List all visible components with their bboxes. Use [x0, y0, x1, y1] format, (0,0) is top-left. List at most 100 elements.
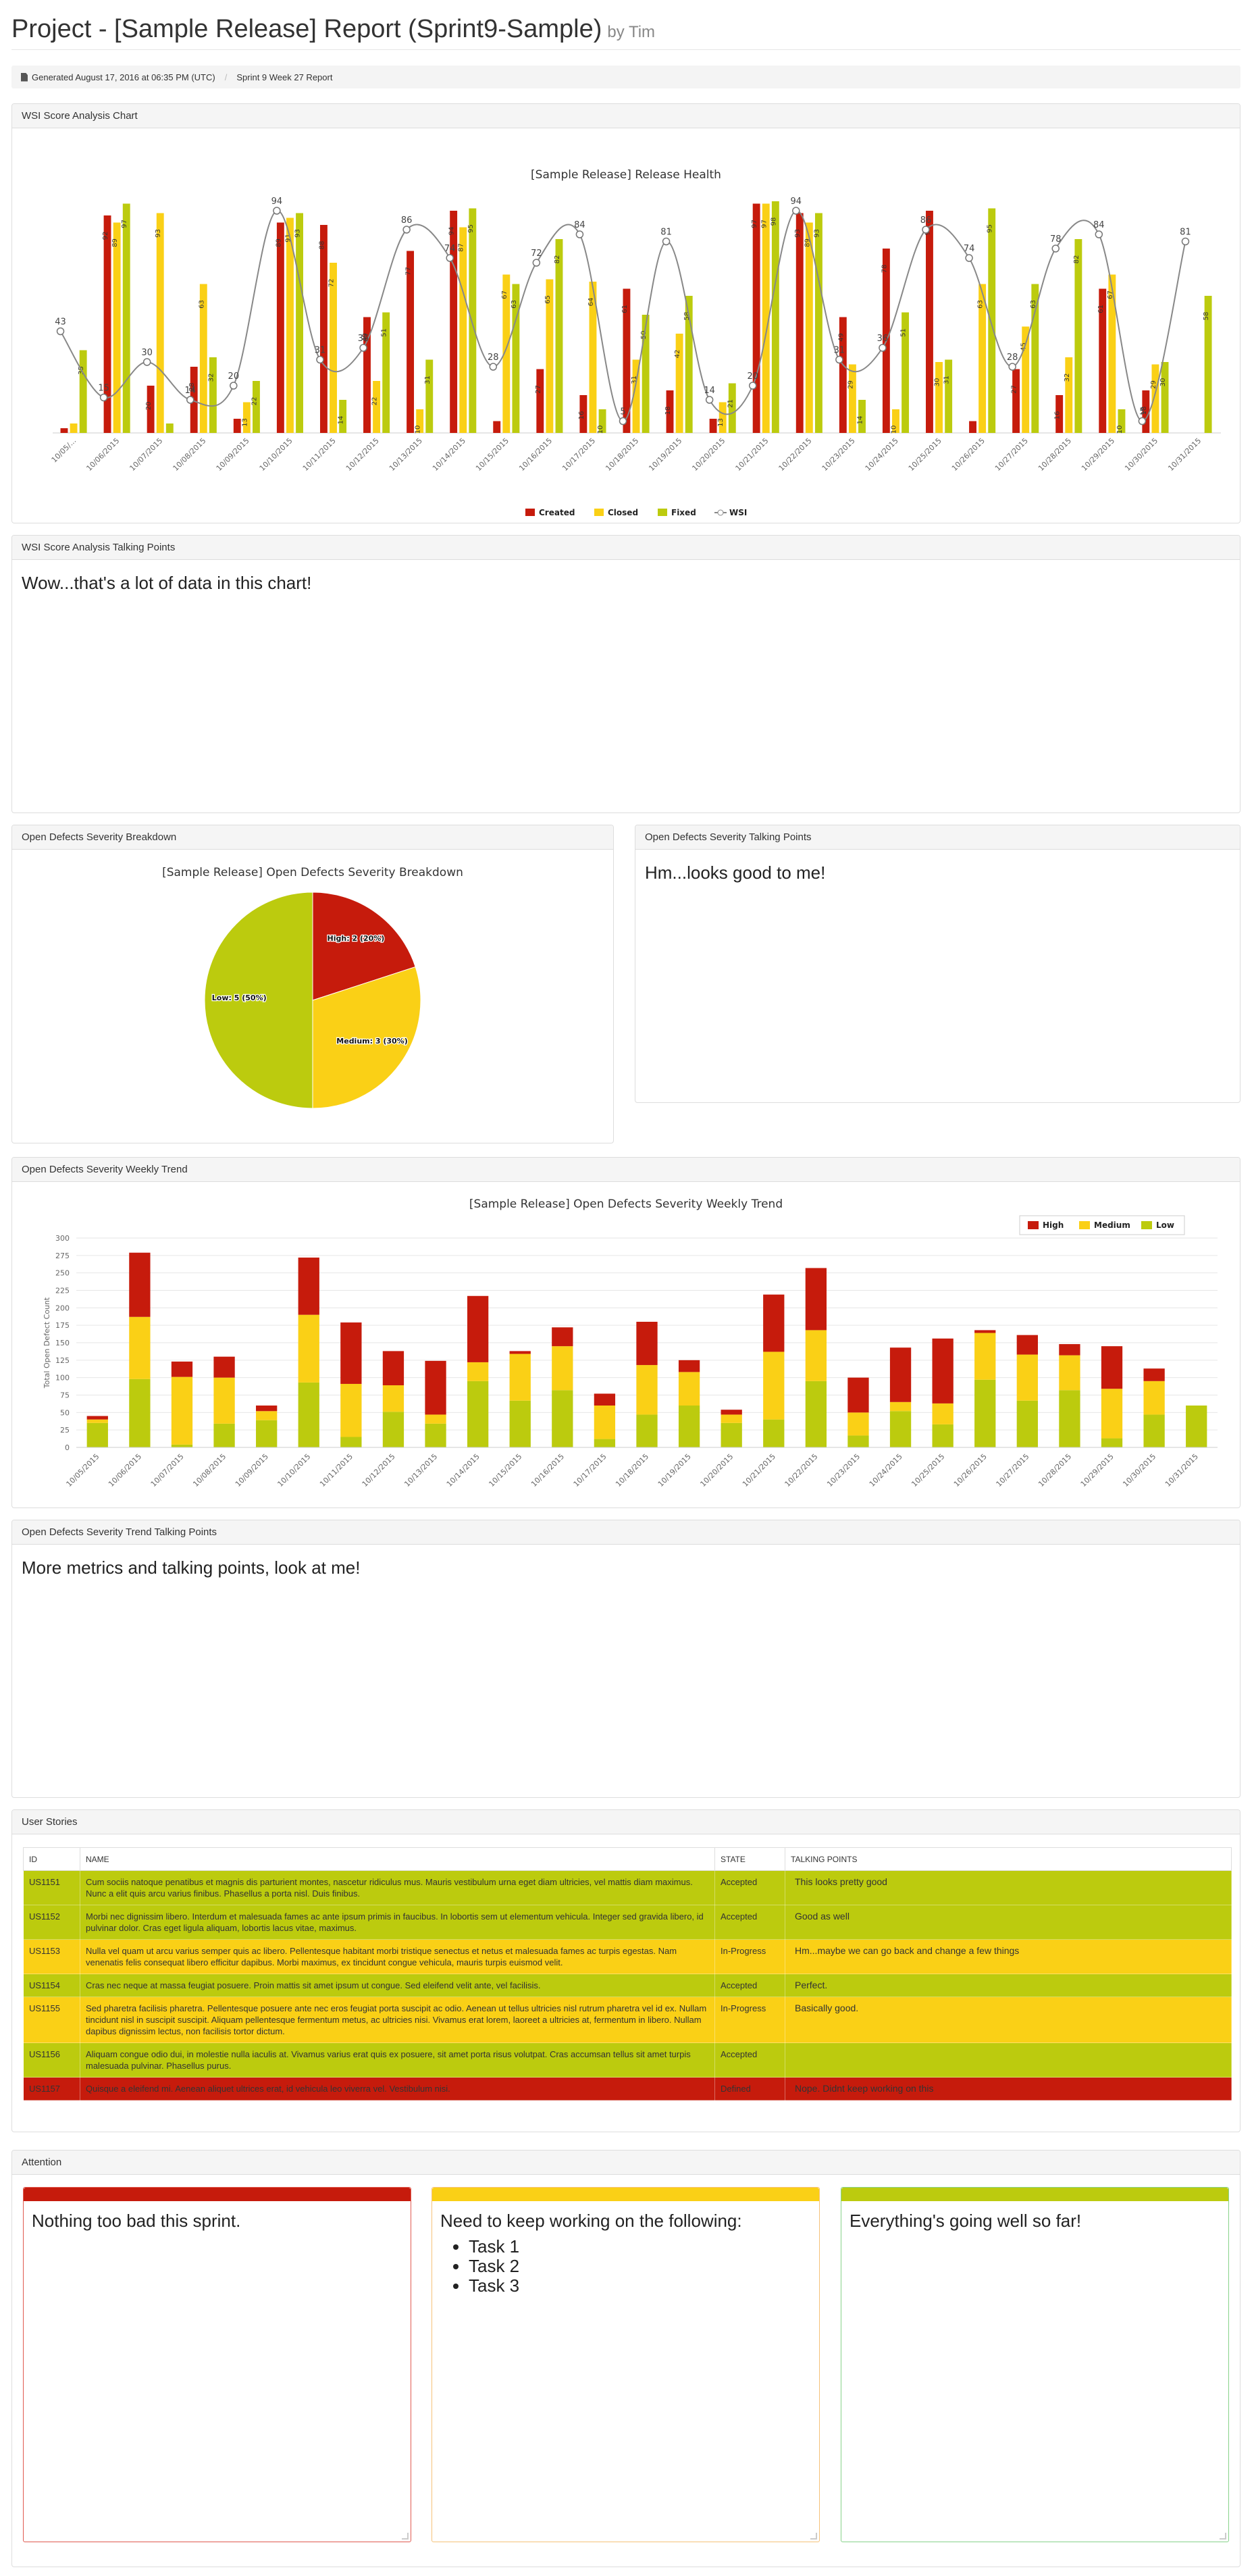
bar-fixed	[988, 208, 996, 433]
pie-data-label: Low: 5 (50%)	[212, 994, 267, 1002]
bar-data-label: 16	[578, 411, 585, 420]
bar-segment-medium	[594, 1406, 616, 1439]
bar-segment-medium	[129, 1316, 151, 1379]
x-tick-label: 10/27/2015	[993, 436, 1030, 473]
story-talking-points[interactable]: This looks pretty good	[785, 1870, 1232, 1905]
bar-segment-high	[974, 1330, 996, 1333]
bar-fixed	[902, 312, 910, 433]
bar-fixed	[209, 357, 217, 433]
wsi-data-label: 36	[877, 334, 889, 344]
talking-points-text[interactable]: Hm...looks good to me!	[645, 862, 826, 883]
attention-text[interactable]: Everything's going well so far!	[850, 2211, 1082, 2231]
bar-fixed	[642, 315, 650, 433]
bar-data-label: 49	[361, 333, 369, 342]
story-talking-points[interactable]: Basically good.	[785, 1997, 1232, 2043]
bar-data-label: 65	[544, 295, 552, 304]
x-tick-label: 10/11/2015	[318, 1452, 355, 1489]
user-stories-panel: User Stories ID NAME STATE TALKING POINTS U…	[11, 1809, 1240, 2132]
story-name: Sed pharetra facilisis pharetra. Pellent…	[80, 1997, 715, 2043]
bar-segment-medium	[763, 1351, 785, 1420]
bar-data-label: 10	[597, 426, 604, 434]
bar-data-label: 95	[987, 224, 994, 233]
bar-segment-high	[594, 1393, 616, 1406]
x-tick-label: 10/21/2015	[734, 436, 770, 473]
wsi-point	[1051, 244, 1060, 253]
pie-slice-high	[312, 892, 416, 1001]
resize-handle-icon[interactable]	[402, 2533, 409, 2540]
story-id: US1157	[23, 2077, 80, 2101]
x-tick-label: 10/28/2015	[1037, 1452, 1073, 1489]
weekly-trend-chart: [Sample Release] Open Defects Severity W…	[43, 1197, 1218, 1489]
wsi-data-label: 43	[55, 317, 66, 328]
story-id: US1151	[23, 1870, 80, 1905]
panel-heading: Open Defects Severity Breakdown	[12, 825, 613, 850]
story-talking-points[interactable]: Good as well	[785, 1905, 1232, 1940]
attention-box[interactable]: Everything's going well so far!	[841, 2187, 1229, 2542]
bar-data-label: 49	[837, 333, 845, 342]
y-tick-label: 125	[55, 1356, 70, 1365]
bar-segment-medium	[678, 1372, 700, 1406]
panel-heading: Open Defects Severity Weekly Trend	[12, 1158, 1240, 1182]
story-name: Morbi nec dignissim libero. Interdum et …	[80, 1905, 715, 1940]
chart-title: [Sample Release] Open Defects Severity W…	[469, 1197, 783, 1211]
bar-data-label: 63	[198, 300, 205, 309]
talking-points-text[interactable]: Wow...that's a lot of data in this chart…	[22, 573, 312, 593]
bar-segment-medium	[509, 1354, 531, 1401]
bar-created	[1055, 395, 1064, 433]
bar-segment-high	[86, 1416, 108, 1420]
wsi-data-label: 31	[315, 346, 326, 356]
attention-box[interactable]: Nothing too bad this sprint.	[23, 2187, 411, 2542]
x-tick-label: 10/21/2015	[741, 1452, 777, 1489]
x-tick-label: 10/19/2015	[647, 436, 683, 473]
story-talking-points[interactable]: Hm...maybe we can go back and change a f…	[785, 1939, 1232, 1974]
bar-segment-medium	[382, 1385, 404, 1412]
bar-data-label: 31	[424, 376, 432, 384]
panel-heading: Open Defects Severity Trend Talking Poin…	[12, 1520, 1240, 1545]
attention-text[interactable]: Nothing too bad this sprint.	[32, 2211, 241, 2231]
bar-segment-medium	[298, 1314, 319, 1383]
bar-created	[60, 428, 68, 433]
attention-box[interactable]: Need to keep working on the following:Ta…	[432, 2187, 820, 2542]
x-tick-label: 10/10/2015	[258, 436, 294, 473]
bar-segment-low	[86, 1422, 108, 1447]
panel-heading: Attention	[12, 2150, 1240, 2175]
story-talking-points[interactable]: Nope. Didnt keep working on this	[785, 2077, 1232, 2101]
resize-handle-icon[interactable]	[810, 2533, 817, 2540]
bar-data-label: 45	[1020, 342, 1028, 351]
bar-data-label: 63	[1030, 300, 1037, 309]
bar-segment-high	[171, 1361, 193, 1377]
bar-segment-medium	[636, 1365, 658, 1415]
bar-data-label: 67	[1107, 290, 1114, 299]
bar-segment-high	[1059, 1344, 1080, 1356]
talking-points-text[interactable]: More metrics and talking points, look at…	[22, 1557, 361, 1578]
bar-segment-low	[847, 1435, 869, 1447]
bar-data-label: 10	[415, 426, 422, 434]
story-name: Cras nec neque at massa feugiat posuere.…	[80, 1974, 715, 1997]
bar-created	[1012, 369, 1020, 433]
bar-segment-high	[636, 1322, 658, 1366]
pie-data-label: High: 2 (20%)	[328, 934, 385, 943]
x-tick-label: 10/17/2015	[572, 1452, 608, 1489]
bar-data-label: 97	[121, 220, 128, 228]
bar-data-label: 51	[381, 328, 388, 337]
resize-handle-icon[interactable]	[1220, 2533, 1226, 2540]
bar-data-label: 97	[760, 220, 768, 228]
attention-panel: Attention Nothing too bad this sprint. Ne…	[11, 2150, 1240, 2567]
bar-data-label: 10	[890, 426, 897, 434]
bar-fixed	[814, 213, 822, 433]
wsi-data-label: 20	[747, 371, 758, 382]
legend-swatch-high	[1028, 1221, 1039, 1229]
bar-closed	[762, 203, 770, 433]
x-tick-label: 10/18/2015	[604, 436, 640, 473]
story-talking-points[interactable]: Perfect.	[785, 1974, 1232, 1997]
bar-data-label: 27	[535, 385, 542, 394]
story-state: In-Progress	[714, 1997, 785, 2043]
wsi-data-label: 94	[271, 197, 283, 207]
attention-text[interactable]: Need to keep working on the following:Ta…	[432, 2201, 819, 2305]
bar-segment-low	[213, 1423, 235, 1447]
table-row: US1154 Cras nec neque at massa feugiat po…	[23, 1974, 1232, 1997]
story-talking-points[interactable]	[785, 2042, 1232, 2078]
bar-segment-high	[721, 1410, 742, 1415]
table-row: US1153 Nulla vel quam ut arcu varius semp…	[23, 1939, 1232, 1974]
wsi-data-label: 72	[531, 249, 542, 259]
